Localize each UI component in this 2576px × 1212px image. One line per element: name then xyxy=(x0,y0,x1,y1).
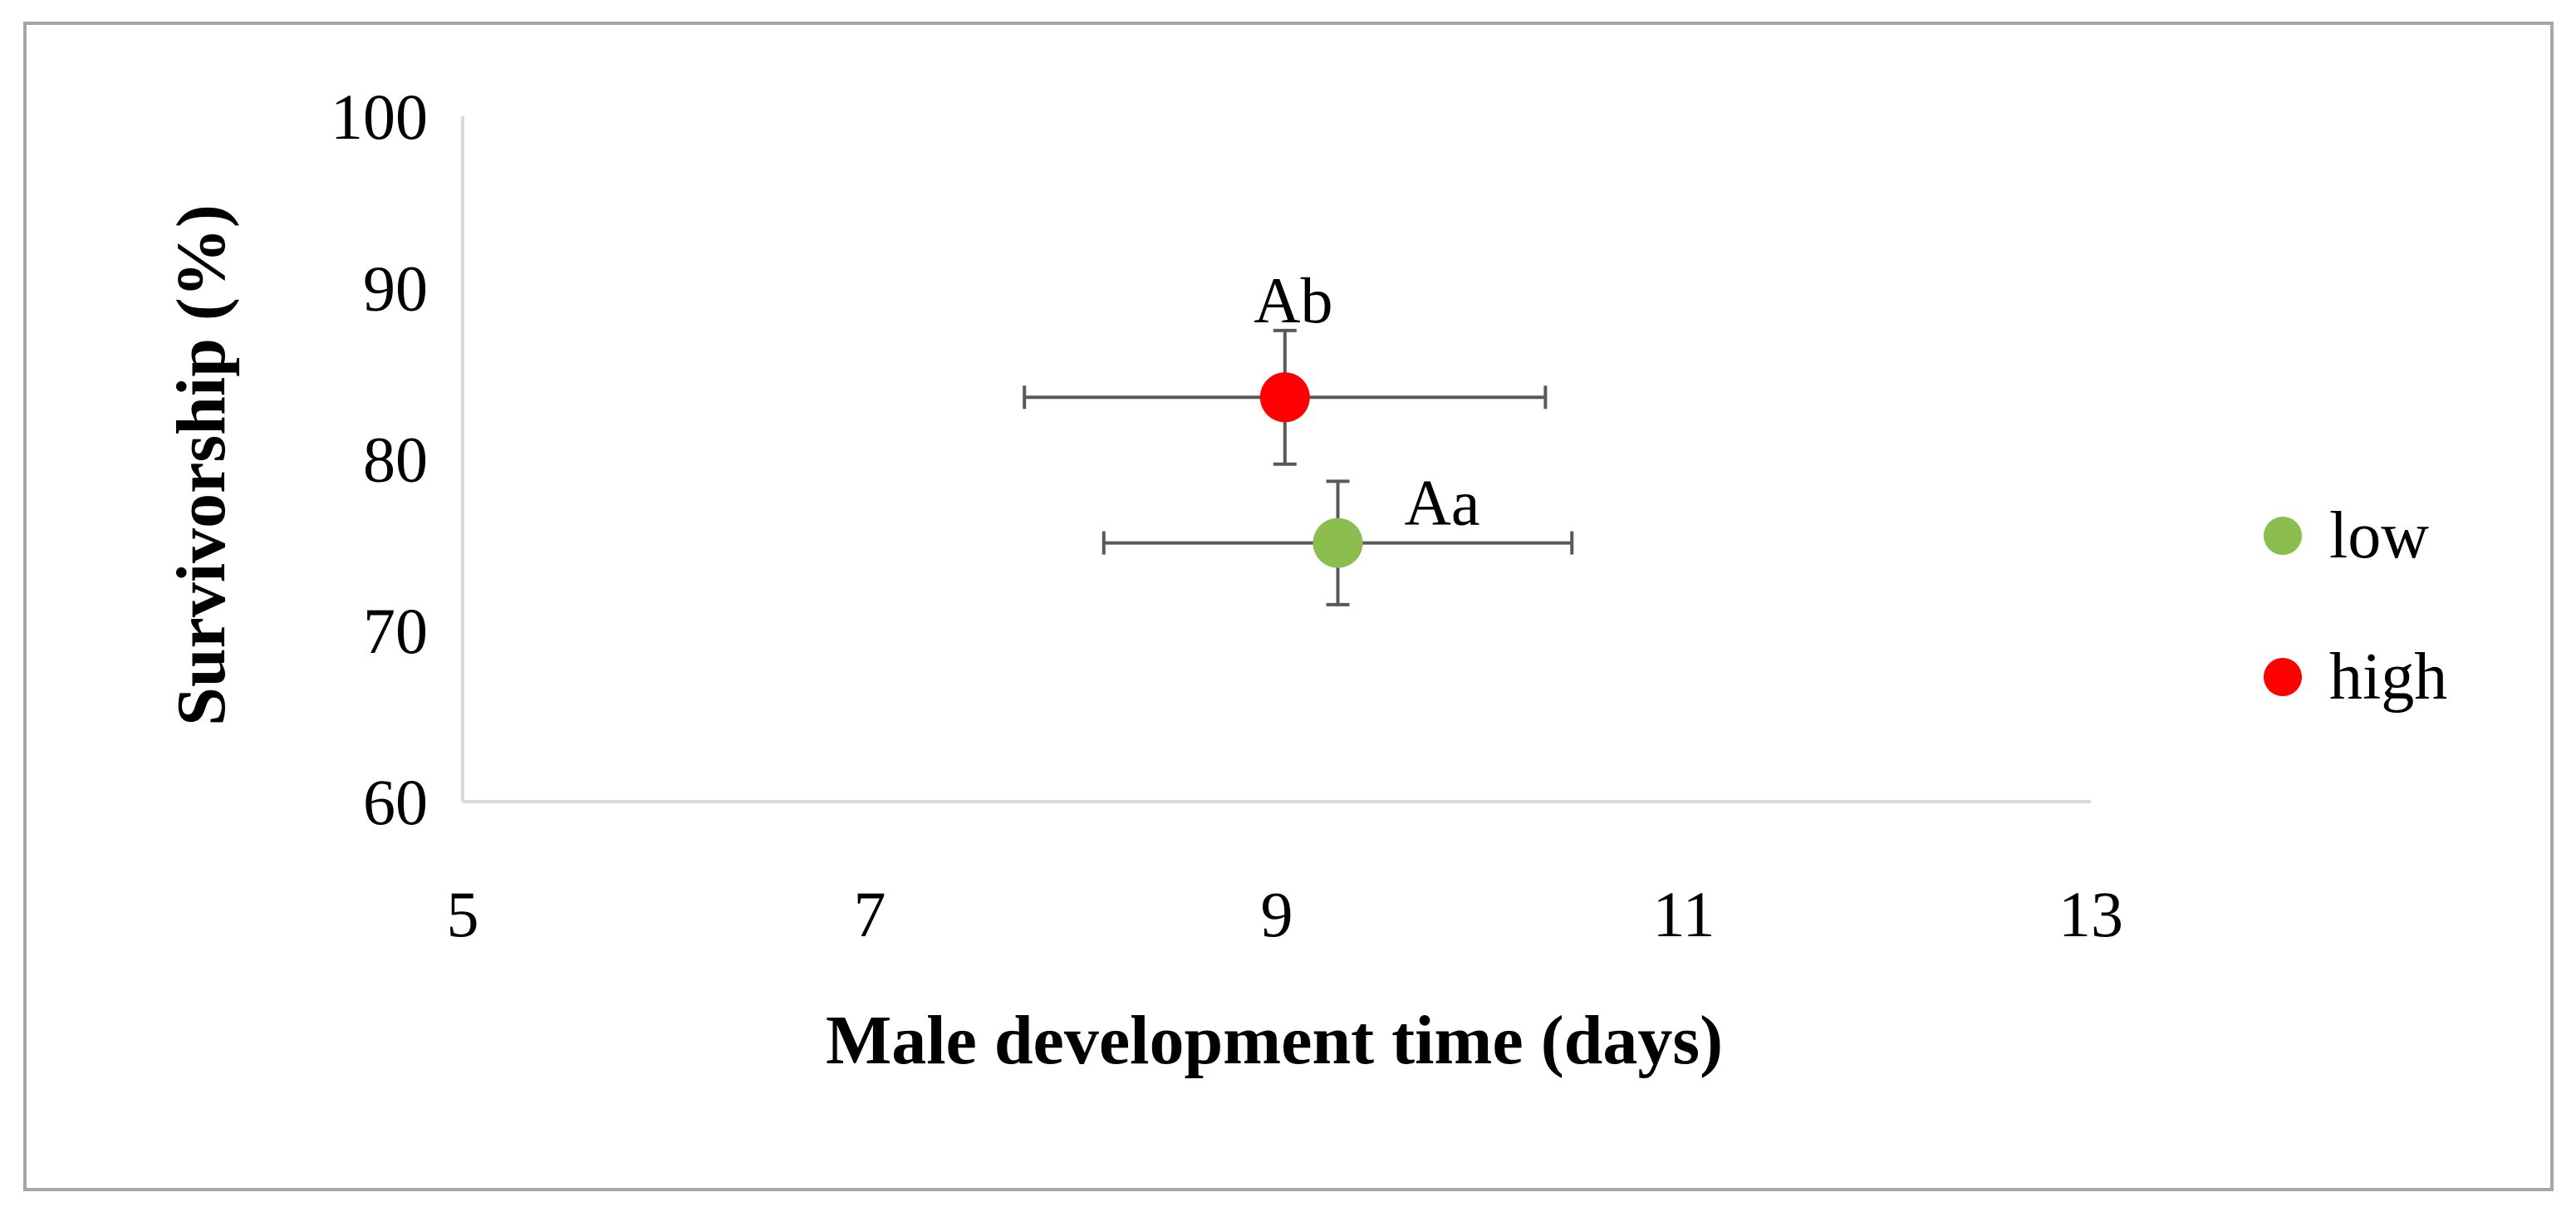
point-labels: Aa Ab xyxy=(1254,264,1479,539)
legend-item-low: low xyxy=(2264,499,2429,572)
data-points xyxy=(1259,372,1363,568)
x-tick-label: 13 xyxy=(2058,878,2123,950)
data-point-high xyxy=(1259,372,1310,423)
x-tick-label: 7 xyxy=(854,878,886,950)
x-axis-title: Male development time (days) xyxy=(826,1002,1723,1079)
legend: low high xyxy=(2264,499,2447,714)
y-tick-label: 80 xyxy=(363,424,428,496)
legend-label-low: low xyxy=(2329,499,2429,572)
y-tick-label: 60 xyxy=(363,766,428,838)
data-point-low xyxy=(1313,518,1363,568)
x-tick-label: 11 xyxy=(1652,878,1715,950)
point-label-low: Aa xyxy=(1405,467,1480,539)
legend-marker-high xyxy=(2264,658,2302,696)
y-tick-label: 90 xyxy=(363,252,428,324)
y-tick-labels: 60 70 80 90 100 xyxy=(331,81,428,838)
x-tick-label: 9 xyxy=(1261,878,1293,950)
legend-item-high: high xyxy=(2264,640,2447,714)
x-tick-labels: 5 7 9 11 13 xyxy=(447,878,2124,950)
y-axis-title: Survivorship (%) xyxy=(163,204,240,726)
legend-label-high: high xyxy=(2329,640,2447,714)
chart-frame xyxy=(23,22,2554,1191)
legend-marker-low xyxy=(2264,517,2302,555)
y-tick-label: 70 xyxy=(363,595,428,667)
y-tick-label: 100 xyxy=(331,81,428,153)
point-label-high: Ab xyxy=(1254,264,1332,336)
x-tick-label: 5 xyxy=(447,878,479,950)
